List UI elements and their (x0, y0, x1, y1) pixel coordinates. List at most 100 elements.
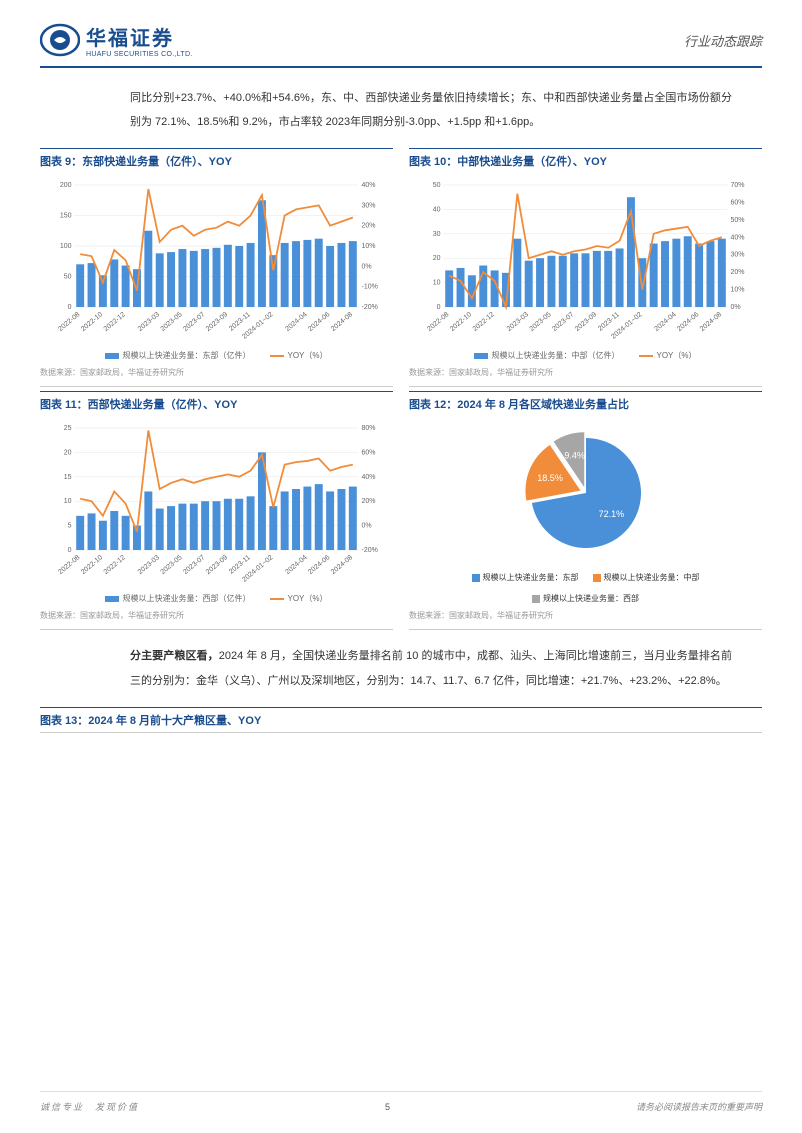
svg-text:2022-10: 2022-10 (80, 554, 104, 576)
svg-text:2024-04: 2024-04 (284, 311, 308, 333)
svg-text:5: 5 (68, 523, 72, 530)
chart-9-legend-bar: 规模以上快递业务量：东部（亿件） (105, 350, 250, 361)
svg-text:2023-07: 2023-07 (551, 311, 575, 333)
chart-12: 图表 12：2024 年 8 月各区域快递业务量占比 72.1%18.5%9.4… (409, 391, 762, 630)
svg-text:0: 0 (68, 547, 72, 554)
svg-text:0: 0 (437, 304, 441, 311)
svg-text:2022-10: 2022-10 (449, 311, 473, 333)
svg-text:0%: 0% (731, 304, 741, 311)
chart-12-svg: 72.1%18.5%9.4% (486, 418, 686, 568)
svg-text:72.1%: 72.1% (598, 509, 624, 519)
logo-text-cn: 华福证券 (86, 22, 193, 51)
svg-text:50%: 50% (731, 217, 745, 224)
svg-text:0: 0 (68, 304, 72, 311)
chart-12-source: 数据来源：国家邮政局，华福证券研究所 (409, 608, 762, 630)
svg-text:60%: 60% (731, 200, 745, 207)
svg-text:80%: 80% (362, 425, 376, 432)
svg-text:70%: 70% (731, 182, 745, 189)
svg-text:2023-09: 2023-09 (574, 311, 598, 333)
svg-text:40%: 40% (362, 474, 376, 481)
chart-9-source: 数据来源：国家邮政局，华福证券研究所 (40, 365, 393, 387)
pie-legend-item: 规模以上快递业务量：西部 (532, 593, 639, 604)
logo-text-en: HUAFU SECURITIES CO.,LTD. (86, 51, 193, 58)
svg-text:40%: 40% (731, 235, 745, 242)
svg-text:20%: 20% (362, 223, 376, 230)
chart-11-title: 图表 11：西部快递业务量（亿件）、YOY (40, 391, 393, 412)
svg-text:2024-08: 2024-08 (330, 554, 354, 576)
svg-text:2023-07: 2023-07 (182, 554, 206, 576)
company-logo-icon (40, 20, 80, 60)
svg-text:2024-04: 2024-04 (284, 554, 308, 576)
paragraph-1: 同比分别+23.7%、+40.0%和+54.6%，东、中、西部快递业务量依旧持续… (130, 86, 732, 134)
svg-text:2024-06: 2024-06 (676, 311, 700, 333)
chart-12-title: 图表 12：2024 年 8 月各区域快递业务量占比 (409, 391, 762, 412)
footer-left: 诚信专业 发现价值 (40, 1100, 139, 1113)
svg-text:2023-09: 2023-09 (205, 311, 229, 333)
chart-10-title: 图表 10：中部快递业务量（亿件）、YOY (409, 148, 762, 169)
chart-9-svg: 050100150200-20%-10%0%10%20%30%40%2022-0… (40, 175, 393, 345)
svg-text:2024-04: 2024-04 (653, 311, 677, 333)
svg-text:20: 20 (433, 256, 441, 263)
chart-11-svg: 0510152025-20%0%20%40%60%80%2022-082022-… (40, 418, 393, 588)
svg-text:2023-03: 2023-03 (137, 554, 161, 576)
svg-text:30%: 30% (362, 203, 376, 210)
svg-text:2024-06: 2024-06 (307, 311, 331, 333)
svg-text:0%: 0% (362, 523, 372, 530)
svg-text:2024-06: 2024-06 (307, 554, 331, 576)
svg-text:2023-07: 2023-07 (182, 311, 206, 333)
svg-text:10%: 10% (362, 243, 376, 250)
header-category: 行业动态跟踪 (684, 31, 762, 50)
svg-text:150: 150 (60, 213, 72, 220)
paragraph-2: 分主要产粮区看，2024 年 8 月，全国快递业务量排名前 10 的城市中，成都… (130, 644, 732, 692)
page-header: 华福证券 HUAFU SECURITIES CO.,LTD. 行业动态跟踪 (40, 20, 762, 68)
footer-disclaimer: 请务必阅读报告末页的重要声明 (636, 1100, 762, 1113)
svg-text:10%: 10% (731, 287, 745, 294)
chart-9-legend-line: YOY（%） (270, 350, 327, 361)
svg-text:40: 40 (433, 207, 441, 214)
svg-text:2022-08: 2022-08 (426, 311, 450, 333)
svg-text:2023-09: 2023-09 (205, 554, 229, 576)
svg-text:2022-12: 2022-12 (103, 554, 127, 576)
pie-legend-item: 规模以上快递业务量：东部 (472, 572, 579, 583)
chart-10-source: 数据来源：国家邮政局，华福证券研究所 (409, 365, 762, 387)
chart-9-title: 图表 9：东部快递业务量（亿件）、YOY (40, 148, 393, 169)
svg-text:9.4%: 9.4% (564, 451, 585, 461)
page-footer: 诚信专业 发现价值 5 请务必阅读报告末页的重要声明 (40, 1091, 762, 1113)
svg-text:2022-10: 2022-10 (80, 311, 104, 333)
chart-10-legend-line: YOY（%） (639, 350, 696, 361)
svg-text:50: 50 (433, 182, 441, 189)
chart-9: 图表 9：东部快递业务量（亿件）、YOY 050100150200-20%-10… (40, 148, 393, 387)
svg-text:200: 200 (60, 182, 72, 189)
svg-text:2022-08: 2022-08 (57, 554, 81, 576)
logo: 华福证券 HUAFU SECURITIES CO.,LTD. (40, 20, 193, 60)
svg-text:10: 10 (433, 280, 441, 287)
chart-13-title: 图表 13：2024 年 8 月前十大产粮区量、YOY (40, 707, 762, 733)
chart-11-legend-bar: 规模以上快递业务量：西部（亿件） (105, 593, 250, 604)
svg-text:20: 20 (64, 450, 72, 457)
chart-10: 图表 10：中部快递业务量（亿件）、YOY 0 10 20 30 40 50 0% 10% 20… (409, 148, 762, 387)
chart-11-source: 数据来源：国家邮政局，华福证券研究所 (40, 608, 393, 630)
svg-text:2022-12: 2022-12 (103, 311, 127, 333)
svg-text:2024-08: 2024-08 (699, 311, 723, 333)
svg-text:2023-05: 2023-05 (160, 311, 184, 333)
chart-11-legend-line: YOY（%） (270, 593, 327, 604)
svg-text:20%: 20% (731, 270, 745, 277)
svg-text:25: 25 (64, 425, 72, 432)
svg-text:-20%: -20% (362, 547, 378, 554)
svg-text:15: 15 (64, 474, 72, 481)
chart-12-legend: 规模以上快递业务量：东部 规模以上快递业务量：中部规模以上快递业务量：西部 (409, 568, 762, 608)
svg-text:2023-05: 2023-05 (529, 311, 553, 333)
svg-text:10: 10 (64, 499, 72, 506)
svg-text:-10%: -10% (362, 284, 378, 291)
page-number: 5 (385, 1102, 390, 1112)
svg-text:2023-03: 2023-03 (506, 311, 530, 333)
svg-text:60%: 60% (362, 450, 376, 457)
svg-text:30: 30 (433, 231, 441, 238)
svg-text:2023-05: 2023-05 (160, 554, 184, 576)
pie-legend-item: 规模以上快递业务量：中部 (593, 572, 700, 583)
svg-text:2023-03: 2023-03 (137, 311, 161, 333)
para2-lead: 分主要产粮区看， (130, 650, 219, 662)
para2-rest: 2024 年 8 月，全国快递业务量排名前 10 的城市中，成都、汕头、上海同比… (130, 650, 732, 686)
svg-text:0%: 0% (362, 264, 372, 271)
svg-text:40%: 40% (362, 182, 376, 189)
